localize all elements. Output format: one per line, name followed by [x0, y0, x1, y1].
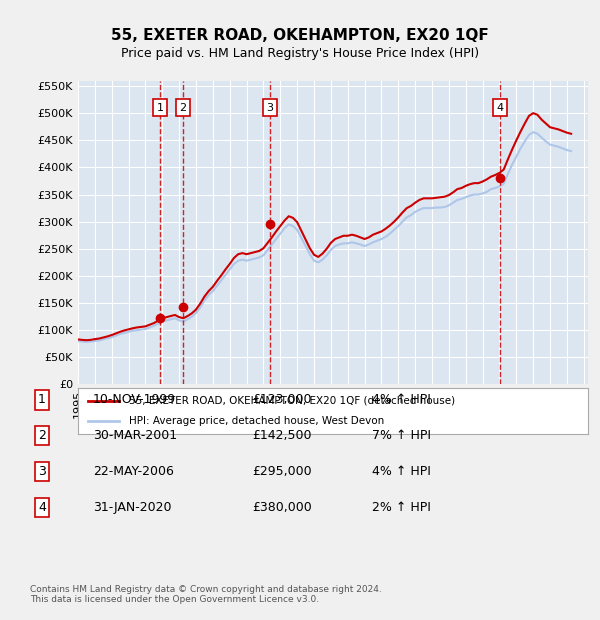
Text: 2% ↑ HPI: 2% ↑ HPI [372, 502, 431, 514]
Text: 22-MAY-2006: 22-MAY-2006 [93, 466, 174, 478]
Text: £295,000: £295,000 [252, 466, 311, 478]
Text: 55, EXETER ROAD, OKEHAMPTON, EX20 1QF (detached house): 55, EXETER ROAD, OKEHAMPTON, EX20 1QF (d… [129, 396, 455, 405]
Text: Price paid vs. HM Land Registry's House Price Index (HPI): Price paid vs. HM Land Registry's House … [121, 46, 479, 60]
Text: 1: 1 [157, 103, 164, 113]
Text: 1: 1 [38, 394, 46, 406]
Text: 2: 2 [179, 103, 186, 113]
Text: 3: 3 [266, 103, 273, 113]
Text: 2: 2 [38, 430, 46, 442]
Text: 7% ↑ HPI: 7% ↑ HPI [372, 430, 431, 442]
Text: £380,000: £380,000 [252, 502, 312, 514]
Text: 31-JAN-2020: 31-JAN-2020 [93, 502, 172, 514]
Text: 3: 3 [38, 466, 46, 478]
Text: £123,000: £123,000 [252, 394, 311, 406]
Text: 55, EXETER ROAD, OKEHAMPTON, EX20 1QF: 55, EXETER ROAD, OKEHAMPTON, EX20 1QF [111, 28, 489, 43]
Text: 4: 4 [38, 502, 46, 514]
Text: 4% ↑ HPI: 4% ↑ HPI [372, 394, 431, 406]
Text: £142,500: £142,500 [252, 430, 311, 442]
Text: 30-MAR-2001: 30-MAR-2001 [93, 430, 177, 442]
Text: Contains HM Land Registry data © Crown copyright and database right 2024.
This d: Contains HM Land Registry data © Crown c… [30, 585, 382, 604]
Text: 4: 4 [497, 103, 504, 113]
Text: 10-NOV-1999: 10-NOV-1999 [93, 394, 176, 406]
Text: 4% ↑ HPI: 4% ↑ HPI [372, 466, 431, 478]
Text: HPI: Average price, detached house, West Devon: HPI: Average price, detached house, West… [129, 416, 384, 426]
